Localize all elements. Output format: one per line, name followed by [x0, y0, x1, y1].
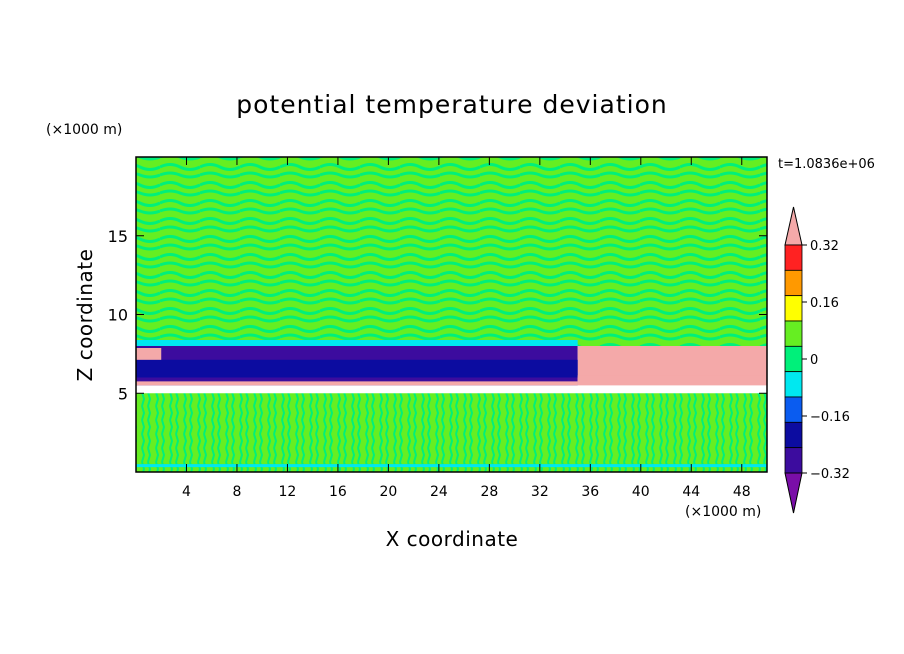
x-tick-label: 16 [329, 484, 347, 500]
x-unit-label: (×1000 m) [685, 504, 761, 520]
y-tick-label: 5 [118, 384, 128, 403]
x-axis: 4 8 12 16 20 24 28 32 36 40 44 48 [182, 157, 751, 500]
colorbar-tick-label: 0.32 [810, 239, 839, 254]
x-tick-label: 32 [531, 484, 549, 500]
warm-base-band [577, 375, 767, 383]
inversion-cap-band [136, 340, 578, 346]
x-tick-label: 24 [430, 484, 448, 500]
x-tick-label: 44 [682, 484, 700, 500]
x-tick-label: 4 [182, 484, 191, 500]
colorbar-segment [784, 244, 803, 271]
colorbar-segment [784, 295, 803, 322]
chart-title: potential temperature deviation [236, 90, 667, 119]
colorbar-segment [784, 421, 803, 449]
colorbar-segment [784, 345, 803, 373]
x-tick-label: 36 [581, 484, 599, 500]
colorbar-extend-max [784, 206, 803, 246]
y-unit-label: (×1000 m) [46, 122, 122, 138]
inversion-core-band [136, 359, 578, 378]
x-tick-label: 20 [379, 484, 397, 500]
x-tick-label: 48 [733, 484, 751, 500]
y-tick-label: 10 [108, 306, 128, 325]
plot-area [136, 157, 767, 472]
colorbar-segment [784, 269, 803, 297]
y-axis: 5 10 15 [108, 227, 767, 403]
y-tick-label: 15 [108, 227, 128, 246]
colorbar-extend-min [784, 472, 803, 514]
y-axis-label: Z coordinate [73, 249, 97, 382]
colorbar-tick-label: −0.32 [810, 467, 850, 482]
inversion-base-band [136, 381, 578, 386]
x-tick-label: 12 [279, 484, 297, 500]
colorbar-tick-label: −0.16 [810, 410, 850, 425]
colorbar-tick-label: 0.16 [810, 296, 839, 311]
colorbar-segment [784, 371, 803, 398]
colorbar-segment [784, 396, 803, 423]
x-tick-label: 8 [232, 484, 241, 500]
region-upper-layer [136, 157, 767, 346]
colorbar-tick-label: 0 [810, 353, 818, 368]
x-tick-label: 28 [480, 484, 498, 500]
region-surface-layer [136, 393, 767, 472]
x-tick-label: 40 [632, 484, 650, 500]
colorbar: 0.32 0.16 0 −0.16 −0.32 [784, 206, 850, 514]
colorbar-segment [784, 447, 803, 474]
x-axis-label: X coordinate [386, 527, 519, 551]
time-label: t=1.0836e+06 [778, 157, 875, 172]
inversion-left-warm [136, 348, 162, 360]
surface-line [136, 464, 767, 468]
colorbar-segment [784, 320, 803, 347]
